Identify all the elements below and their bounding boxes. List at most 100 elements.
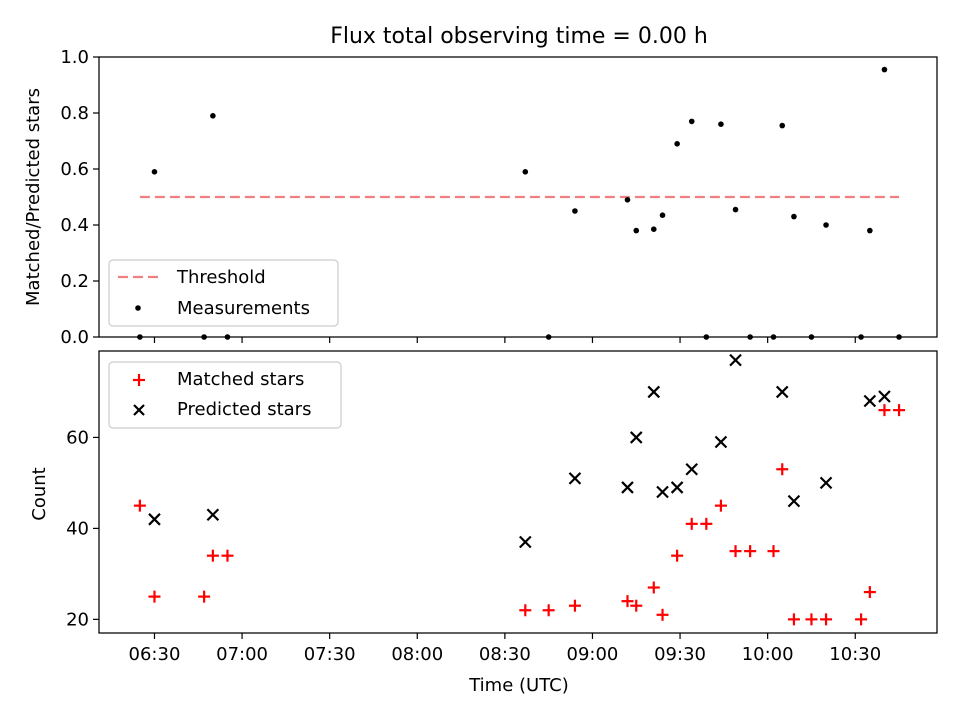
matched-point <box>820 613 833 626</box>
ratio-x-ticks <box>153 337 856 343</box>
matched-point <box>744 545 757 558</box>
measurement-point <box>791 213 797 220</box>
matched-point <box>198 590 211 603</box>
measurement-point <box>688 118 695 125</box>
ratio-plot-frame <box>98 56 938 338</box>
ratio-y-axis-label: Matched/Predicted stars <box>23 88 44 306</box>
count-y-axis-label: Count <box>29 467 50 520</box>
matched-point <box>767 545 780 558</box>
predicted-points <box>148 353 891 549</box>
predicted-point <box>621 481 634 494</box>
measurement-point <box>858 334 864 340</box>
measurement-point <box>522 169 529 175</box>
matched-point <box>221 549 234 562</box>
count-x-tick-label: 10:00 <box>742 644 794 665</box>
legend-matched-label: Matched stars <box>177 369 304 390</box>
ratio-y-ticks: 0.0 0.2 0.4 0.6 0.8 1.0 <box>60 47 99 348</box>
count-x-tick-label: 07:30 <box>304 644 356 665</box>
ratio-y-tick-label: 0.0 <box>60 327 89 348</box>
measurement-point <box>867 227 873 234</box>
matched-point <box>568 599 581 612</box>
measurement-point <box>747 334 753 340</box>
count-x-tick-label: 07:00 <box>216 644 268 665</box>
measurement-point <box>624 197 631 203</box>
matched-point <box>878 404 891 417</box>
measurement-point <box>823 222 829 228</box>
ratio-y-tick-label: 0.8 <box>60 103 89 124</box>
matched-point <box>656 608 669 621</box>
count-legend-box <box>108 361 342 429</box>
matched-point <box>133 499 146 512</box>
count-y-ticks: 20 40 60 <box>66 427 99 630</box>
matched-point <box>206 549 219 562</box>
measurement-point <box>210 113 216 119</box>
matched-point <box>776 463 789 476</box>
measurement-point <box>896 334 902 340</box>
ratio-y-tick-label: 1.0 <box>60 47 89 68</box>
matched-point <box>148 590 161 603</box>
x-axis-label: Time (UTC) <box>468 675 569 696</box>
count-y-tick-label: 40 <box>66 518 89 539</box>
measurement-point <box>674 141 680 147</box>
count-x-tick-label: 09:30 <box>654 644 706 665</box>
predicted-point <box>787 494 801 508</box>
predicted-point <box>206 508 220 522</box>
count-x-tick-label: 10:30 <box>829 644 881 665</box>
legend-measurement-label: Measurements <box>177 298 310 319</box>
predicted-point <box>819 476 833 490</box>
predicted-point <box>647 385 661 399</box>
matched-point <box>542 604 555 617</box>
matched-point <box>671 549 684 562</box>
measurement-point <box>151 169 158 175</box>
matched-point <box>863 586 876 599</box>
measurement-point <box>659 212 666 218</box>
count-plot-frame <box>98 350 938 634</box>
measurement-point <box>703 334 710 340</box>
matched-point <box>519 604 532 617</box>
chart-title: Flux total observing time = 0.00 h <box>330 24 708 49</box>
ratio-y-tick-label: 0.6 <box>60 159 89 180</box>
ratio-legend-box <box>108 259 339 327</box>
measurement-point <box>718 121 724 127</box>
measurement-point <box>545 334 552 340</box>
predicted-point <box>148 513 161 526</box>
measurement-point <box>770 334 777 340</box>
measurement-point <box>808 334 815 340</box>
matched-point <box>647 581 660 594</box>
count-y-tick-label: 20 <box>66 609 89 630</box>
predicted-point <box>519 535 532 549</box>
matched-point <box>893 404 906 417</box>
count-legend: Matched stars Predicted stars <box>108 361 342 429</box>
predicted-point <box>775 385 789 399</box>
matched-point <box>630 599 643 612</box>
measurement-point <box>633 227 640 234</box>
count-x-tick-label: 08:30 <box>479 644 531 665</box>
ratio-legend: Threshold Measurements <box>108 259 339 327</box>
matched-point <box>700 517 713 530</box>
measurement-point <box>572 208 578 214</box>
predicted-point <box>670 481 684 494</box>
matched-point <box>787 613 800 626</box>
predicted-point <box>714 435 728 449</box>
matched-point <box>621 595 634 608</box>
count-x-tick-label: 09:00 <box>567 644 619 665</box>
matched-point <box>685 517 698 530</box>
matched-point <box>805 613 818 626</box>
count-x-tick-label: 06:30 <box>129 644 181 665</box>
legend-predicted-label: Predicted stars <box>177 399 311 420</box>
legend-predicted-swatch <box>133 404 145 416</box>
legend-matched-swatch <box>133 374 145 386</box>
predicted-point <box>629 431 643 444</box>
predicted-point <box>878 390 891 403</box>
predicted-point <box>685 462 699 476</box>
count-x-tick-label: 08:00 <box>391 644 443 665</box>
measurement-point <box>137 334 143 340</box>
measurement-point <box>881 66 888 73</box>
predicted-point <box>729 353 742 367</box>
measurement-point <box>732 206 739 213</box>
predicted-point <box>656 485 669 499</box>
ratio-panel: 0.0 0.2 0.4 0.6 0.8 1.0 Matched/Predicted sta… <box>23 47 938 348</box>
count-y-tick-label: 60 <box>66 427 89 448</box>
